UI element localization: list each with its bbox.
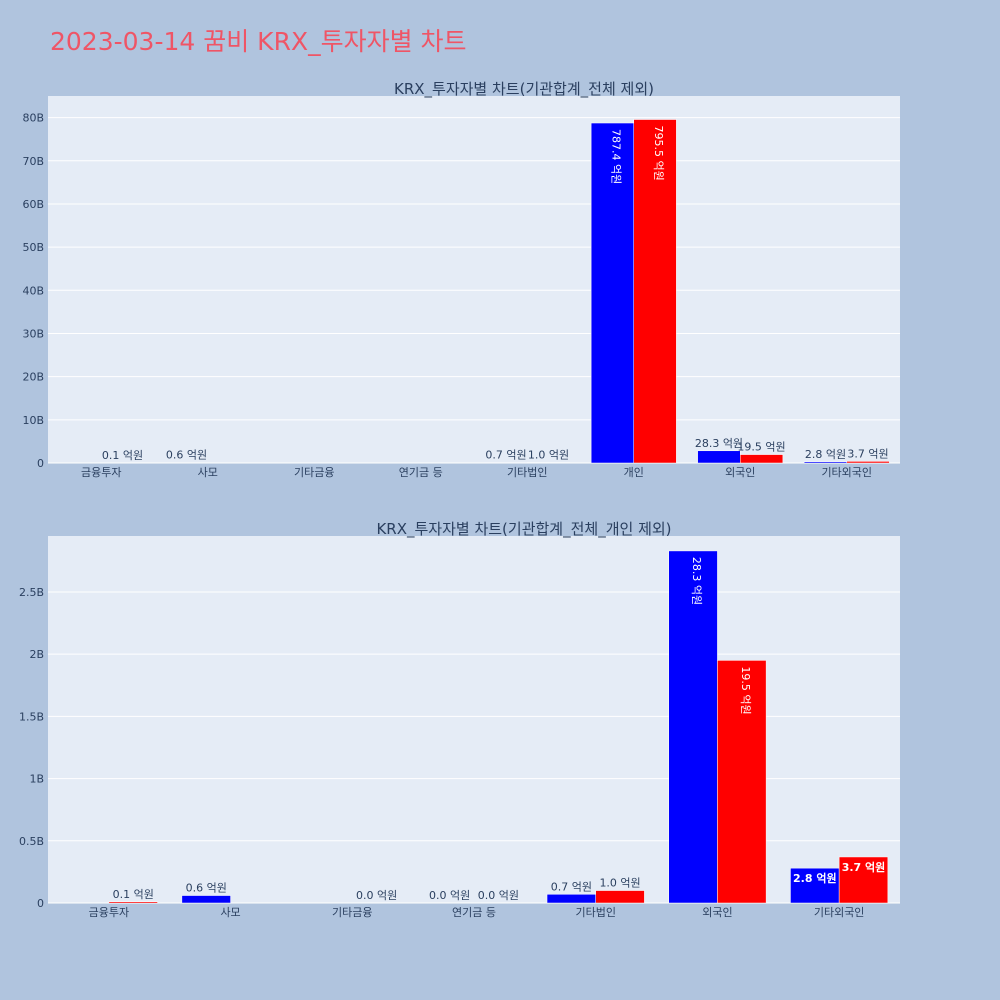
x-tick-label: 기타외국인 [814, 906, 865, 919]
data-label: 28.3 억원 [695, 437, 743, 450]
y-tick-label: 20B [22, 371, 44, 384]
x-tick-label: 기타외국인 [821, 466, 872, 479]
plot-area [48, 536, 900, 903]
data-label: 0.1 억원 [113, 888, 154, 901]
data-label: 0.6 억원 [186, 882, 227, 895]
y-tick-label: 50B [22, 241, 44, 254]
y-tick-label: 30B [22, 327, 44, 340]
y-tick-label: 10B [22, 414, 44, 427]
y-tick-label: 2B [29, 648, 44, 661]
chart-title: KRX_투자자별 차트(기관합계_전체_개인 제외) [376, 520, 671, 539]
bar [633, 119, 677, 464]
bar [803, 461, 848, 464]
data-label: 2.8 억원 [793, 871, 837, 885]
data-label: 19.5 억원 [737, 441, 785, 454]
bar [590, 122, 635, 464]
data-label: 0.6 억원 [166, 449, 207, 462]
data-label: 1.0 억원 [599, 877, 640, 890]
data-label: 28.3 억원 [690, 557, 703, 605]
x-tick-label: 연기금 등 [399, 466, 443, 479]
data-label: 0.7 억원 [551, 880, 592, 893]
x-tick-label: 금융투자 [89, 906, 129, 919]
data-label: 1.0 억원 [528, 449, 569, 462]
data-label: 0.0 억원 [478, 889, 519, 902]
x-tick-label: 외국인 [725, 466, 755, 479]
x-tick-label: 기타금융 [294, 466, 334, 479]
bar [546, 894, 596, 904]
x-tick-label: 기타금융 [332, 906, 372, 919]
y-tick-label: 0.5B [19, 835, 44, 848]
y-tick-label: 0 [37, 897, 44, 910]
data-label: 19.5 억원 [739, 666, 752, 714]
y-tick-label: 40B [22, 284, 44, 297]
data-label: 0.1 억원 [102, 449, 143, 462]
bar [108, 901, 158, 904]
y-tick-label: 2.5B [19, 586, 44, 599]
y-tick-label: 1B [29, 773, 44, 786]
data-label: 787.4 억원 [609, 129, 622, 184]
data-label: 3.7 억원 [842, 860, 886, 874]
data-label: 795.5 억원 [652, 126, 665, 181]
data-label: 0.0 억원 [356, 889, 397, 902]
x-tick-label: 개인 [624, 466, 644, 479]
bar [740, 454, 784, 464]
y-tick-label: 70B [22, 155, 44, 168]
chart-title: KRX_투자자별 차트(기관합계_전체 제외) [394, 80, 654, 99]
y-tick-label: 0 [37, 457, 44, 470]
bar [838, 856, 889, 904]
x-tick-label: 기타법인 [507, 466, 547, 479]
bar [717, 660, 767, 904]
bar [790, 867, 840, 904]
bar [668, 550, 718, 904]
bar [697, 450, 741, 464]
data-label: 0.0 억원 [429, 889, 470, 902]
plot-area [48, 96, 900, 463]
x-tick-label: 연기금 등 [452, 906, 496, 919]
y-tick-label: 60B [22, 198, 44, 211]
x-tick-label: 외국인 [702, 906, 732, 919]
data-label: 2.8 억원 [805, 448, 846, 461]
y-tick-label: 1.5B [19, 710, 44, 723]
bar [595, 890, 645, 904]
x-tick-label: 기타법인 [575, 906, 615, 919]
data-label: 0.7 억원 [485, 449, 526, 462]
bar [181, 895, 231, 904]
page-title: 2023-03-14 꿈비 KRX_투자자별 차트 [50, 27, 467, 56]
x-tick-label: 사모 [198, 466, 218, 479]
y-tick-label: 80B [22, 112, 44, 125]
x-tick-label: 금융투자 [81, 466, 121, 479]
bar [846, 461, 890, 464]
data-label: 3.7 억원 [847, 447, 888, 460]
x-tick-label: 사모 [220, 906, 240, 919]
